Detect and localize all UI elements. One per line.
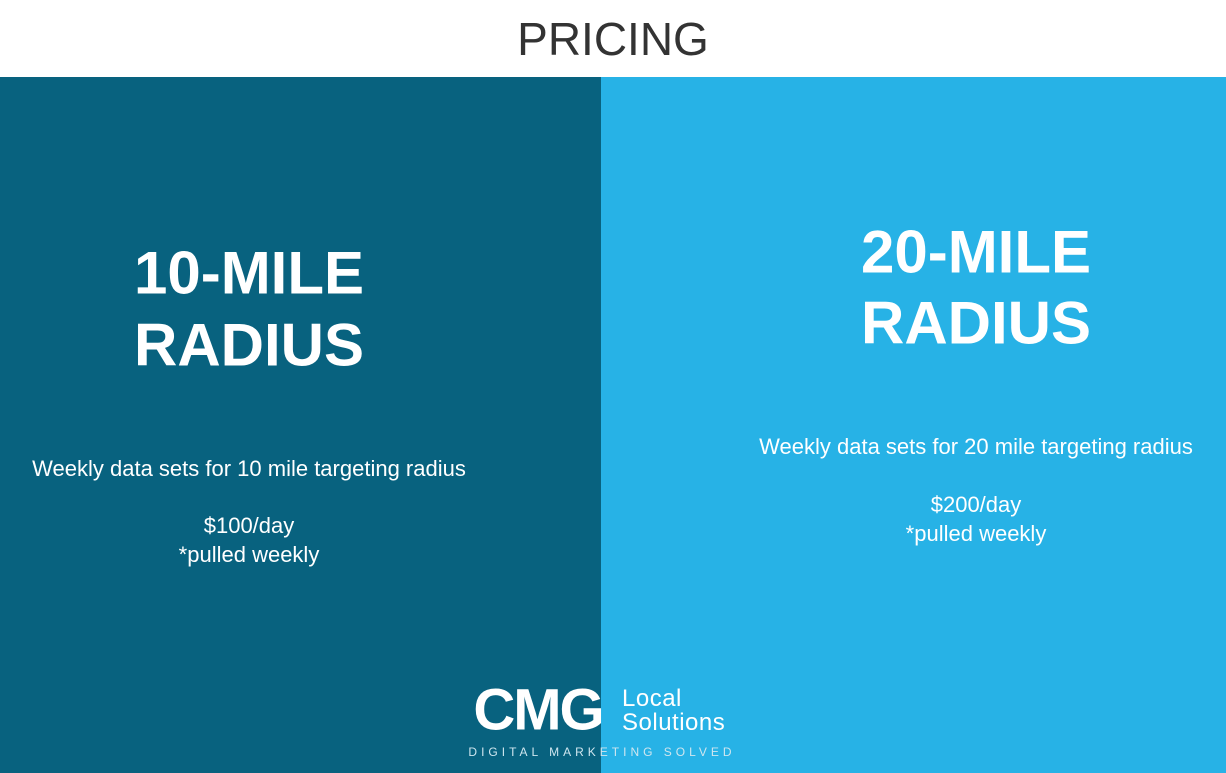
panel-heading: RADIUS xyxy=(860,289,1092,357)
panel-heading: 10-MILE xyxy=(133,239,365,307)
logo-line: Local xyxy=(622,685,682,712)
panel-heading: RADIUS xyxy=(133,311,365,379)
page-title: PRICING xyxy=(517,13,709,65)
panel-10-mile xyxy=(0,77,601,773)
panel-heading: 20-MILE xyxy=(860,218,1092,286)
panel-description: Weekly data sets for 20 mile targeting r… xyxy=(759,434,1193,459)
logo-line: Solutions xyxy=(622,709,726,736)
panel-description: Weekly data sets for 10 mile targeting r… xyxy=(32,456,466,481)
logo-brand: CMG xyxy=(473,677,604,743)
logo-tagline: DIGITAL MARKETING SOLVED xyxy=(468,745,736,759)
panel-note: *pulled weekly xyxy=(905,521,1047,546)
panel-price: $200/day xyxy=(930,492,1022,517)
panel-price: $100/day xyxy=(203,513,295,538)
panel-note: *pulled weekly xyxy=(178,542,320,567)
panel-20-mile xyxy=(601,77,1226,773)
